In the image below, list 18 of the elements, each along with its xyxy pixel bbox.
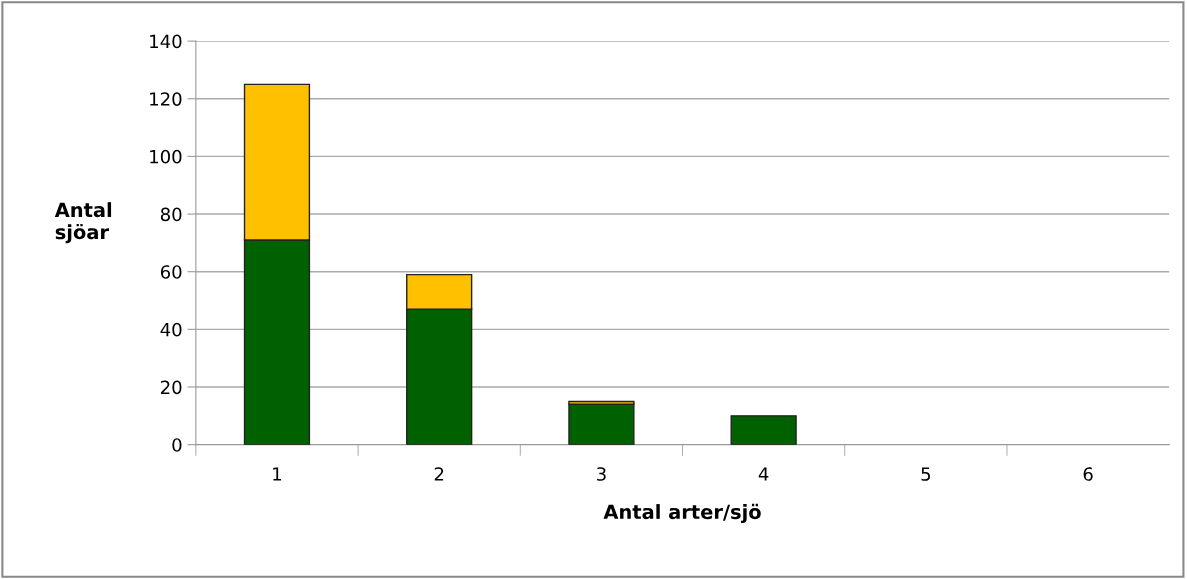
bar [568,403,635,445]
y-tick-label: 120 [150,92,182,106]
y-tick-label: 80 [160,207,182,222]
x-tick-label: 1 [273,467,282,481]
x-tick-label: 4 [758,467,769,481]
y-tick-label: 0 [172,438,182,452]
x-axis-title: Antal arter/sjö [603,503,761,524]
bar [730,415,797,445]
y-tick-label: 100 [150,149,182,164]
x-tick-label: 3 [597,467,606,481]
y-tick-label: 20 [161,380,182,395]
x-tick-label: 5 [921,467,931,481]
x-tick-label: 6 [1083,467,1093,481]
y-tick-label: 40 [160,322,182,337]
y-tick-label: 140 [150,34,182,49]
x-tick-label: 2 [434,467,444,481]
y-axis-title: Antal sjöar [54,202,112,244]
y-tick-label: 60 [160,265,182,279]
